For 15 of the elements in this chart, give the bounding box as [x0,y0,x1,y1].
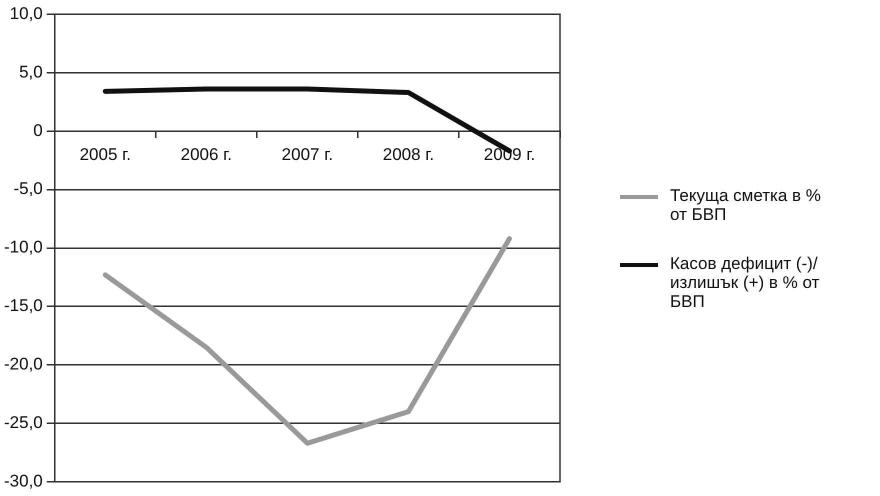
x-tick-label: 2006 г. [180,144,232,164]
y-tick-label: -30,0 [4,471,43,490]
y-tick-label: -20,0 [4,354,43,374]
y-tick-label: -5,0 [13,179,43,198]
y-tick-label: 5,0 [19,62,43,82]
legend-label: Касов дефицит (-)/ излишък (+) в % от БВП [670,254,820,310]
y-tick-label: 10,0 [10,4,43,23]
x-tick-label: 2007 г. [282,144,334,164]
x-tick-label: 2008 г. [382,144,434,164]
x-tick-label: 2005 г. [80,144,131,164]
legend-label: Текуща сметка в % от БВП [670,186,822,224]
y-tick-label: -25,0 [4,413,43,432]
y-tick-label: -10,0 [4,238,43,257]
y-tick-label: -15,0 [4,296,43,316]
y-tick-label: 0 [33,120,43,140]
